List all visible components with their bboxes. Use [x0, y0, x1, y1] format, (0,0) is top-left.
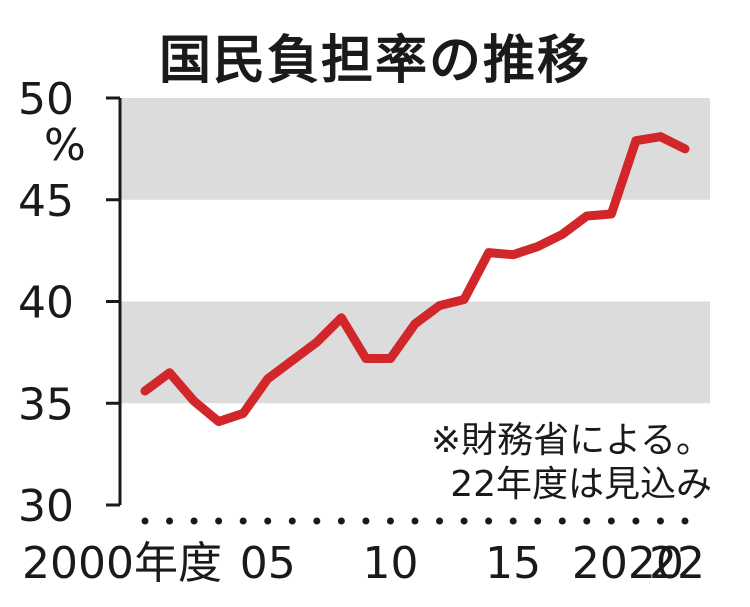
- y-tick-label: 50: [18, 74, 74, 125]
- data-point: [635, 140, 637, 142]
- y-tick-label: 45: [18, 176, 74, 227]
- data-point: [267, 378, 269, 380]
- x-tick-dot: [313, 517, 321, 525]
- x-tick-label: 05: [240, 538, 296, 589]
- data-point: [439, 305, 441, 307]
- x-tick-dot: [141, 517, 149, 525]
- chart-title: 国民負担率の推移: [158, 31, 591, 91]
- data-point: [684, 148, 686, 150]
- x-tick-dot: [386, 517, 394, 525]
- x-tick-dot: [362, 517, 370, 525]
- annotation-line: 22年度は見込み: [450, 464, 712, 505]
- x-tick-dot: [632, 517, 640, 525]
- x-tick-dot: [288, 517, 296, 525]
- x-tick-dot: [485, 517, 493, 525]
- x-tick-dot: [656, 517, 664, 525]
- data-point: [512, 254, 514, 256]
- x-tick-dot: [411, 517, 419, 525]
- x-tick-label: 2020: [572, 538, 684, 589]
- data-point: [610, 213, 612, 215]
- y-tick-label: 40: [18, 278, 74, 329]
- data-point: [414, 323, 416, 325]
- x-tick-dot: [190, 517, 198, 525]
- x-tick-label: 22: [649, 538, 705, 589]
- x-tick-dot: [583, 517, 591, 525]
- series-line: [140, 132, 690, 427]
- data-point: [659, 136, 661, 138]
- x-tick-dot: [509, 517, 517, 525]
- x-tick-dot: [681, 517, 689, 525]
- data-point: [586, 215, 588, 217]
- data-point: [193, 400, 195, 402]
- y-tick-label: 30: [18, 481, 74, 532]
- data-point: [242, 412, 244, 414]
- x-tick-dot: [460, 517, 468, 525]
- annotation-line: ※財務省による。: [431, 420, 712, 461]
- x-tick-dot: [337, 517, 345, 525]
- data-point: [463, 298, 465, 300]
- data-point: [218, 421, 220, 423]
- x-tick-dot: [534, 517, 542, 525]
- grid-band: [120, 98, 710, 200]
- data-point: [561, 233, 563, 235]
- x-tick-dot: [215, 517, 223, 525]
- x-tick-label: 2000年度: [22, 538, 222, 589]
- x-tick-dot: [239, 517, 247, 525]
- data-point: [365, 357, 367, 359]
- x-tick-label: 10: [362, 538, 418, 589]
- y-tick-label: 35: [18, 379, 74, 430]
- data-point: [340, 317, 342, 319]
- grid-band: [120, 301, 710, 404]
- x-tick-label: 15: [485, 538, 541, 589]
- data-point: [144, 390, 146, 392]
- x-tick-dot: [607, 517, 615, 525]
- x-tick-dot: [166, 517, 174, 525]
- data-point: [537, 246, 539, 248]
- data-point: [389, 357, 391, 359]
- data-point: [316, 341, 318, 343]
- x-tick-dot: [436, 517, 444, 525]
- x-tick-dot: [558, 517, 566, 525]
- data-point: [488, 252, 490, 254]
- data-point: [169, 372, 171, 374]
- data-point: [291, 360, 293, 362]
- y-unit-label: %: [44, 120, 86, 171]
- x-tick-dot: [264, 517, 272, 525]
